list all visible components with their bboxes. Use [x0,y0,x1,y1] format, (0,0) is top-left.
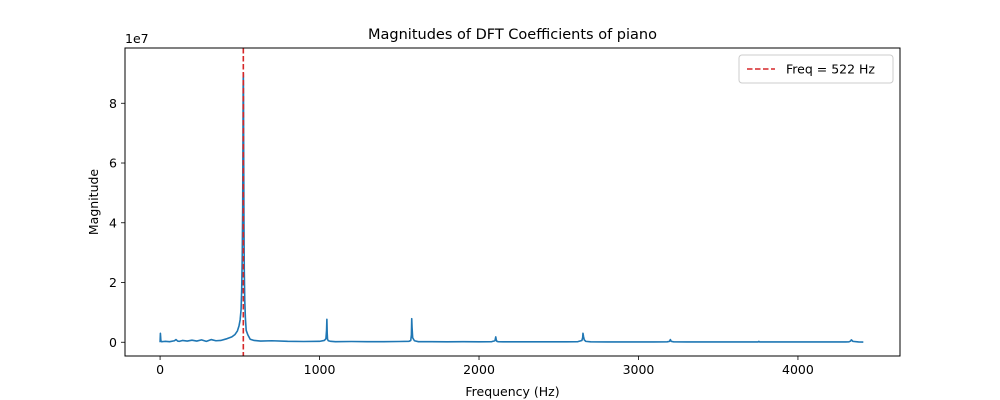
y-tick-label: 0 [109,335,117,350]
y-offset-label: 1e7 [125,31,149,46]
legend: Freq = 522 Hz [738,54,894,84]
y-axis-label: Magnitude [86,169,101,236]
plot-area [124,47,901,357]
data-layer [159,48,864,356]
x-tick-label: 1000 [304,362,336,377]
legend-label: Freq = 522 Hz [786,62,875,77]
x-axis-label: Frequency (Hz) [465,384,559,399]
y-tick-label: 4 [109,215,117,230]
y-tick-label: 2 [109,275,117,290]
series-line-0 [159,72,864,343]
y-tick-label: 6 [109,156,117,171]
y-tick-label: 8 [109,96,117,111]
axes-frame [124,47,901,357]
x-ticks: 0 1000 2000 3000 4000 [156,356,814,377]
x-tick-label: 4000 [782,362,814,377]
chart-title: Magnitudes of DFT Coefficients of piano [368,27,657,43]
x-tick-label: 2000 [463,362,495,377]
x-tick-label: 0 [156,362,164,377]
x-tick-label: 3000 [623,362,655,377]
y-ticks: 0 2 4 6 8 [109,96,125,350]
legend-box [738,54,894,84]
